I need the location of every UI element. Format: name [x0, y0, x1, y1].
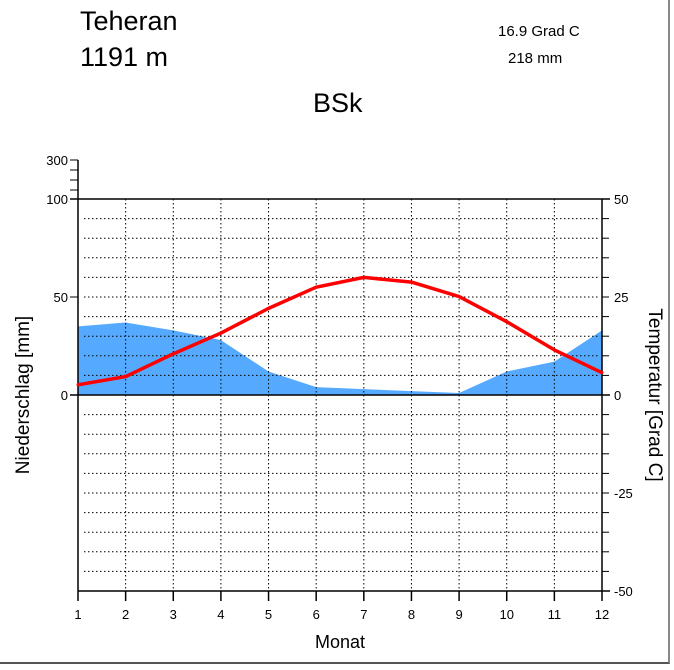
temperature-point: [409, 280, 413, 284]
station-altitude: 1191 m: [80, 42, 169, 72]
temperature-point: [219, 331, 223, 335]
x-axis-label: Monat: [315, 632, 365, 652]
x-tick-label: 10: [499, 607, 513, 622]
x-tick-label: 1: [74, 607, 81, 622]
left-tick-label: 50: [54, 290, 68, 305]
x-tick-label: 3: [170, 607, 177, 622]
temperature-point: [76, 383, 80, 387]
temperature-point: [124, 375, 128, 379]
x-tick-label: 11: [548, 607, 562, 622]
left-tick-label: 0: [61, 388, 68, 403]
temperature-point: [362, 275, 366, 279]
x-tick-label: 2: [122, 607, 129, 622]
x-tick-label: 6: [313, 607, 320, 622]
temperature-point: [267, 306, 271, 310]
station-name: Teheran: [80, 6, 178, 36]
x-tick-label: 4: [217, 607, 224, 622]
right-tick-label: 25: [614, 290, 628, 305]
right-tick-label: -25: [614, 486, 633, 501]
temperature-point: [600, 371, 604, 375]
mean-temperature: 16.9 Grad C: [498, 23, 580, 40]
climate-class: BSk: [313, 88, 363, 118]
precipitation-area: [78, 322, 602, 395]
right-axis-label: Temperatur [Grad C]: [644, 308, 665, 481]
temperature-point: [552, 348, 556, 352]
left-tick-label: 100: [46, 192, 68, 207]
right-tick-label: -50: [614, 584, 633, 599]
temperature-point: [505, 320, 509, 324]
left-tick-label: 300: [46, 153, 68, 168]
x-tick-label: 9: [455, 607, 462, 622]
x-tick-label: 8: [408, 607, 415, 622]
x-tick-label: 12: [595, 607, 609, 622]
temperature-point: [314, 285, 318, 289]
annual-precipitation: 218 mm: [508, 50, 563, 67]
right-tick-label: 0: [614, 388, 621, 403]
temperature-point: [457, 295, 461, 299]
temperature-point: [171, 352, 175, 356]
left-axis-label: Niederschlag [mm]: [13, 316, 34, 474]
x-tick-label: 7: [360, 607, 367, 622]
x-tick-label: 5: [265, 607, 272, 622]
temperature-line: [77, 275, 603, 387]
right-tick-label: 50: [614, 192, 628, 207]
